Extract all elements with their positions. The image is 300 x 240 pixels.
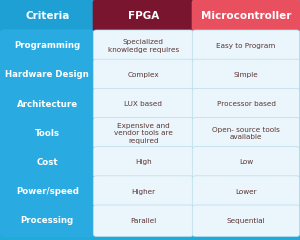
Text: Higher: Higher	[131, 189, 155, 195]
FancyBboxPatch shape	[93, 117, 193, 149]
FancyBboxPatch shape	[192, 147, 300, 178]
FancyBboxPatch shape	[0, 29, 95, 62]
FancyBboxPatch shape	[93, 205, 193, 236]
FancyBboxPatch shape	[192, 117, 300, 149]
Text: FPGA: FPGA	[128, 11, 159, 21]
Text: Open- source tools
available: Open- source tools available	[212, 126, 280, 140]
Text: Programming: Programming	[14, 41, 80, 50]
Text: Processing: Processing	[21, 216, 74, 225]
Text: Complex: Complex	[128, 72, 159, 78]
Text: Parallel: Parallel	[130, 218, 156, 224]
Text: Easy to Program: Easy to Program	[216, 43, 276, 49]
Text: Power/speed: Power/speed	[16, 187, 79, 196]
Text: High: High	[135, 159, 152, 165]
FancyBboxPatch shape	[192, 59, 300, 91]
Text: Tools: Tools	[35, 129, 60, 138]
FancyBboxPatch shape	[192, 30, 300, 62]
Text: Cost: Cost	[36, 158, 58, 167]
FancyBboxPatch shape	[0, 146, 95, 179]
FancyBboxPatch shape	[93, 176, 193, 207]
Text: LUX based: LUX based	[124, 101, 162, 107]
Text: Specialized
knowledge requires: Specialized knowledge requires	[108, 39, 179, 53]
Text: Processor based: Processor based	[217, 101, 275, 107]
FancyBboxPatch shape	[93, 59, 193, 91]
FancyBboxPatch shape	[93, 0, 194, 33]
FancyBboxPatch shape	[0, 117, 95, 150]
Text: Simple: Simple	[234, 72, 258, 78]
FancyBboxPatch shape	[0, 204, 95, 237]
FancyBboxPatch shape	[0, 175, 95, 208]
FancyBboxPatch shape	[192, 176, 300, 207]
Text: Expensive and
vendor tools are
required: Expensive and vendor tools are required	[114, 123, 173, 144]
Text: Sequential: Sequential	[227, 218, 265, 224]
FancyBboxPatch shape	[0, 59, 95, 91]
FancyBboxPatch shape	[192, 88, 300, 120]
Text: Architecture: Architecture	[17, 100, 78, 108]
Text: Microcontroller: Microcontroller	[201, 11, 291, 21]
FancyBboxPatch shape	[0, 0, 95, 33]
FancyBboxPatch shape	[192, 0, 300, 33]
FancyBboxPatch shape	[0, 88, 95, 120]
Text: Hardware Design: Hardware Design	[5, 71, 89, 79]
Text: Criteria: Criteria	[25, 11, 69, 21]
Text: Lower: Lower	[235, 189, 257, 195]
FancyBboxPatch shape	[93, 147, 193, 178]
FancyBboxPatch shape	[93, 30, 193, 62]
FancyBboxPatch shape	[93, 88, 193, 120]
FancyBboxPatch shape	[192, 205, 300, 236]
Text: Low: Low	[239, 159, 253, 165]
